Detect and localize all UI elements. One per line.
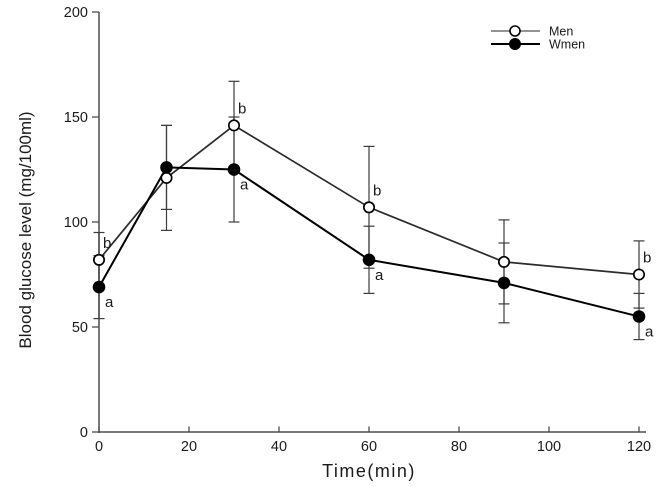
- axes: [98, 12, 646, 433]
- y-tick-label: 200: [64, 5, 88, 21]
- data-point-men-120min: [632, 268, 646, 281]
- x-tick-label: 60: [361, 439, 377, 455]
- y-tick-label: 0: [80, 425, 88, 441]
- data-point-wmen-60min: [362, 253, 376, 267]
- annotation-label: b: [103, 235, 111, 252]
- annotation-label: a: [105, 294, 114, 311]
- x-tick-label: 120: [627, 439, 651, 455]
- x-axis-title: Time(min): [322, 461, 416, 481]
- data-point-wmen-30min: [227, 163, 241, 176]
- y-tick-label: 50: [72, 320, 88, 336]
- y-tick-label: 100: [64, 215, 88, 231]
- series-markers-wmen: [92, 161, 646, 323]
- data-point-men-90min: [497, 255, 511, 268]
- y-tick-label: 150: [64, 110, 88, 126]
- data-point-men-15min: [160, 171, 173, 184]
- x-tick-label: 0: [95, 439, 103, 455]
- data-point-men-60min: [362, 201, 376, 214]
- legend-item-wmen: Wmen: [491, 38, 585, 52]
- annotation-label: b: [238, 100, 246, 117]
- series-line-men: [98, 124, 640, 276]
- legend-item-men: Men: [491, 25, 573, 39]
- x-tick-label: 20: [181, 439, 197, 455]
- data-point-wmen-0min: [92, 280, 106, 294]
- annotation-label: b: [643, 250, 651, 267]
- series-markers-men: [92, 119, 646, 281]
- filled-circle-icon: [509, 38, 521, 50]
- annotation-label: b: [373, 182, 381, 199]
- annotation-label: a: [375, 267, 384, 284]
- x-tick-label: 100: [537, 439, 561, 455]
- annotation-label: a: [645, 324, 654, 341]
- x-tick-label: 80: [451, 439, 467, 455]
- annotation-label: a: [240, 177, 249, 194]
- y-axis-ticks: 0 50 100 150 200: [64, 5, 99, 441]
- annotations: b a b a b a b a: [103, 100, 654, 340]
- data-point-men-30min: [227, 119, 241, 132]
- y-axis-title: Blood glucose level (mg/100ml): [16, 111, 35, 348]
- open-circle-icon: [509, 25, 521, 37]
- legend-label: Men: [549, 25, 573, 39]
- data-point-wmen-90min: [497, 276, 511, 290]
- x-tick-label: 40: [271, 439, 287, 455]
- data-point-wmen-15min: [160, 161, 173, 174]
- legend-label: Wmen: [549, 38, 585, 52]
- series-line-wmen: [98, 166, 640, 318]
- x-axis-ticks: 0 20 40 60 80 100 120: [95, 426, 651, 455]
- data-point-wmen-120min: [632, 310, 646, 323]
- data-point-men-0min: [92, 253, 106, 266]
